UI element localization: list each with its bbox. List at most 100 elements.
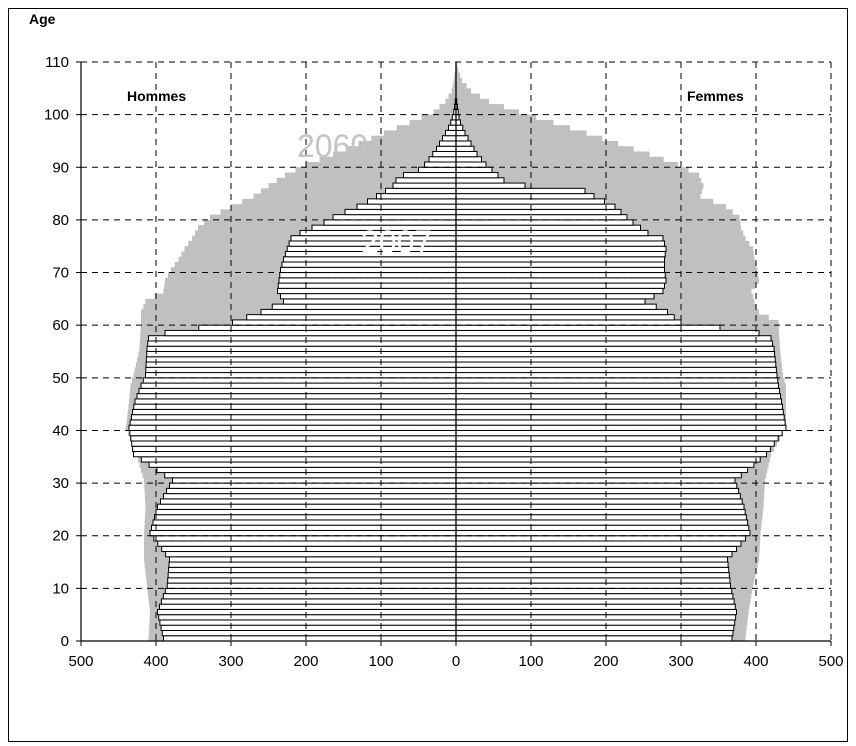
bar-2060-femmes-age-96 [456,130,587,137]
bar-2007-femmes-age-5 [455,608,737,616]
annotation-2007: 2007 [361,224,432,260]
bar-2007-femmes-age-80 [455,214,628,221]
bar-2007-femmes-age-69 [455,272,666,279]
bar-2060-hommes-age-84 [253,193,456,200]
bar-2060-femmes-age-86 [456,183,704,189]
bar-2060-hommes-age-92 [333,151,456,158]
bar-2007-hommes-age-39 [129,429,457,437]
bar-2007-hommes-age-59 [198,324,457,331]
bar-2007-hommes-age-60 [232,319,457,326]
bar-2007-femmes-age-94 [455,140,472,147]
bar-2007-femmes-age-73 [455,250,666,258]
bar-2060-femmes-age-90 [456,162,678,168]
bar-2007-hommes-age-54 [146,351,457,358]
hommes-label: Hommes [127,88,186,104]
bar-2060-femmes-age-103 [456,93,480,100]
bar-2060-hommes-age-86 [268,183,456,189]
bar-2060-hommes-age-102 [445,98,456,105]
bar-2007-femmes-age-20 [455,529,751,537]
bar-2007-hommes-age-23 [154,514,457,521]
bar-2007-femmes-age-83 [455,198,605,205]
bar-2007-femmes-age-29 [455,482,738,489]
bar-2007-hommes-age-13 [168,566,457,574]
bar-2060-femmes-age-87 [456,177,702,184]
bar-2060-hommes-age-106 [453,77,456,84]
bar-2007-femmes-age-19 [455,535,746,542]
bar-2007-femmes-age-6 [455,603,736,610]
bar-2007-femmes-age-95 [455,135,469,142]
bar-2007-hommes-age-14 [168,561,457,568]
bar-2007-hommes-age-42 [130,414,457,421]
bar-2060-hommes-age-91 [319,156,456,163]
bar-2007-hommes-age-71 [281,261,457,268]
bar-2007-hommes-age-61 [246,314,457,321]
bar-2007-femmes-age-7 [455,598,735,605]
bar-2007-hommes-age-87 [395,177,457,184]
bar-2007-hommes-age-67 [277,282,457,289]
bar-2007-hommes-age-3 [159,619,457,626]
bar-2007-hommes-age-46 [136,393,457,400]
bar-2007-hommes-age-1 [161,629,457,637]
bar-2060-hommes-age-101 [439,104,456,110]
bar-2060-femmes-age-94 [456,140,618,147]
bar-2060-femmes-age-101 [456,104,504,110]
bar-2007-femmes-age-45 [455,398,782,405]
bar-2007-femmes-age-85 [455,187,586,195]
bar-2007-femmes-age-37 [455,440,775,447]
bar-2007-hommes-age-96 [445,129,457,137]
bar-2007-femmes-age-89 [455,166,493,174]
bar-2007-femmes-age-32 [455,466,749,474]
bar-2007-femmes-age-39 [455,429,783,437]
bar-2007-femmes-age-44 [455,403,783,410]
bar-2060-femmes-age-97 [456,125,570,131]
bar-2007-femmes-age-42 [455,414,785,421]
bar-2007-hommes-age-44 [133,403,457,410]
bar-2007-hommes-age-12 [167,572,457,579]
bar-2060-hommes-age-105 [452,83,456,89]
bar-2007-hommes-age-94 [439,140,457,147]
y-tick-label-110: 110 [45,54,69,71]
bar-2007-hommes-age-19 [153,535,457,542]
bar-2007-femmes-age-2 [455,624,735,631]
bar-2007-hommes-age-28 [166,487,457,495]
bar-2060-femmes-age-89 [456,167,689,173]
bar-2060-femmes-age-91 [456,156,664,163]
femmes-label: Femmes [687,88,744,104]
y-tick-label-100: 100 [44,107,69,124]
bar-2007-femmes-age-67 [455,282,665,289]
bar-2007-femmes-age-87 [455,177,505,184]
bar-2007-hommes-age-30 [172,477,457,484]
x-tick-label-4: 100 [368,653,393,670]
bar-2007-femmes-age-41 [455,419,786,426]
x-tick-label-1: 400 [143,653,168,670]
bar-2007-hommes-age-53 [145,356,457,363]
x-tick-label-3: 200 [293,653,318,670]
bar-2007-femmes-age-18 [455,540,742,547]
bar-2007-hommes-age-82 [356,203,457,210]
bar-2007-hommes-age-29 [169,482,457,489]
bar-2060-hommes-age-94 [358,140,456,147]
bar-2007-hommes-age-62 [260,308,457,316]
bar-2007-hommes-age-21 [151,524,457,531]
bar-2007-hommes-age-26 [160,498,457,505]
bar-2007-femmes-age-38 [455,435,779,442]
bar-2060-femmes-age-106 [456,77,462,84]
bar-2007-hommes-age-25 [157,503,457,510]
tick-labels: 0 10 20 30 40 50 60 70 80 90 100 110 500 400 300 200 100… [44,54,844,670]
bar-2007-femmes-age-12 [455,572,730,579]
bar-2007-hommes-age-49 [142,377,457,384]
bar-2007-hommes-age-35 [133,451,457,458]
bar-2007-femmes-age-60 [455,319,682,326]
bar-2007-femmes-age-13 [455,566,730,574]
bar-2007-femmes-age-88 [455,172,499,179]
bar-2007-femmes-age-96 [455,129,466,137]
bar-2007-femmes-age-30 [455,477,736,484]
y-tick-label-20: 20 [52,528,69,545]
bar-2007-femmes-age-36 [455,445,771,453]
bar-2007-hommes-age-36 [132,445,457,453]
bar-2007-hommes-age-58 [164,329,457,337]
bar-2007-femmes-age-10 [455,582,731,589]
bar-2007-femmes-age-49 [455,377,779,384]
y-tick-label-80: 80 [52,212,69,229]
bar-2007-femmes-age-4 [455,614,737,621]
